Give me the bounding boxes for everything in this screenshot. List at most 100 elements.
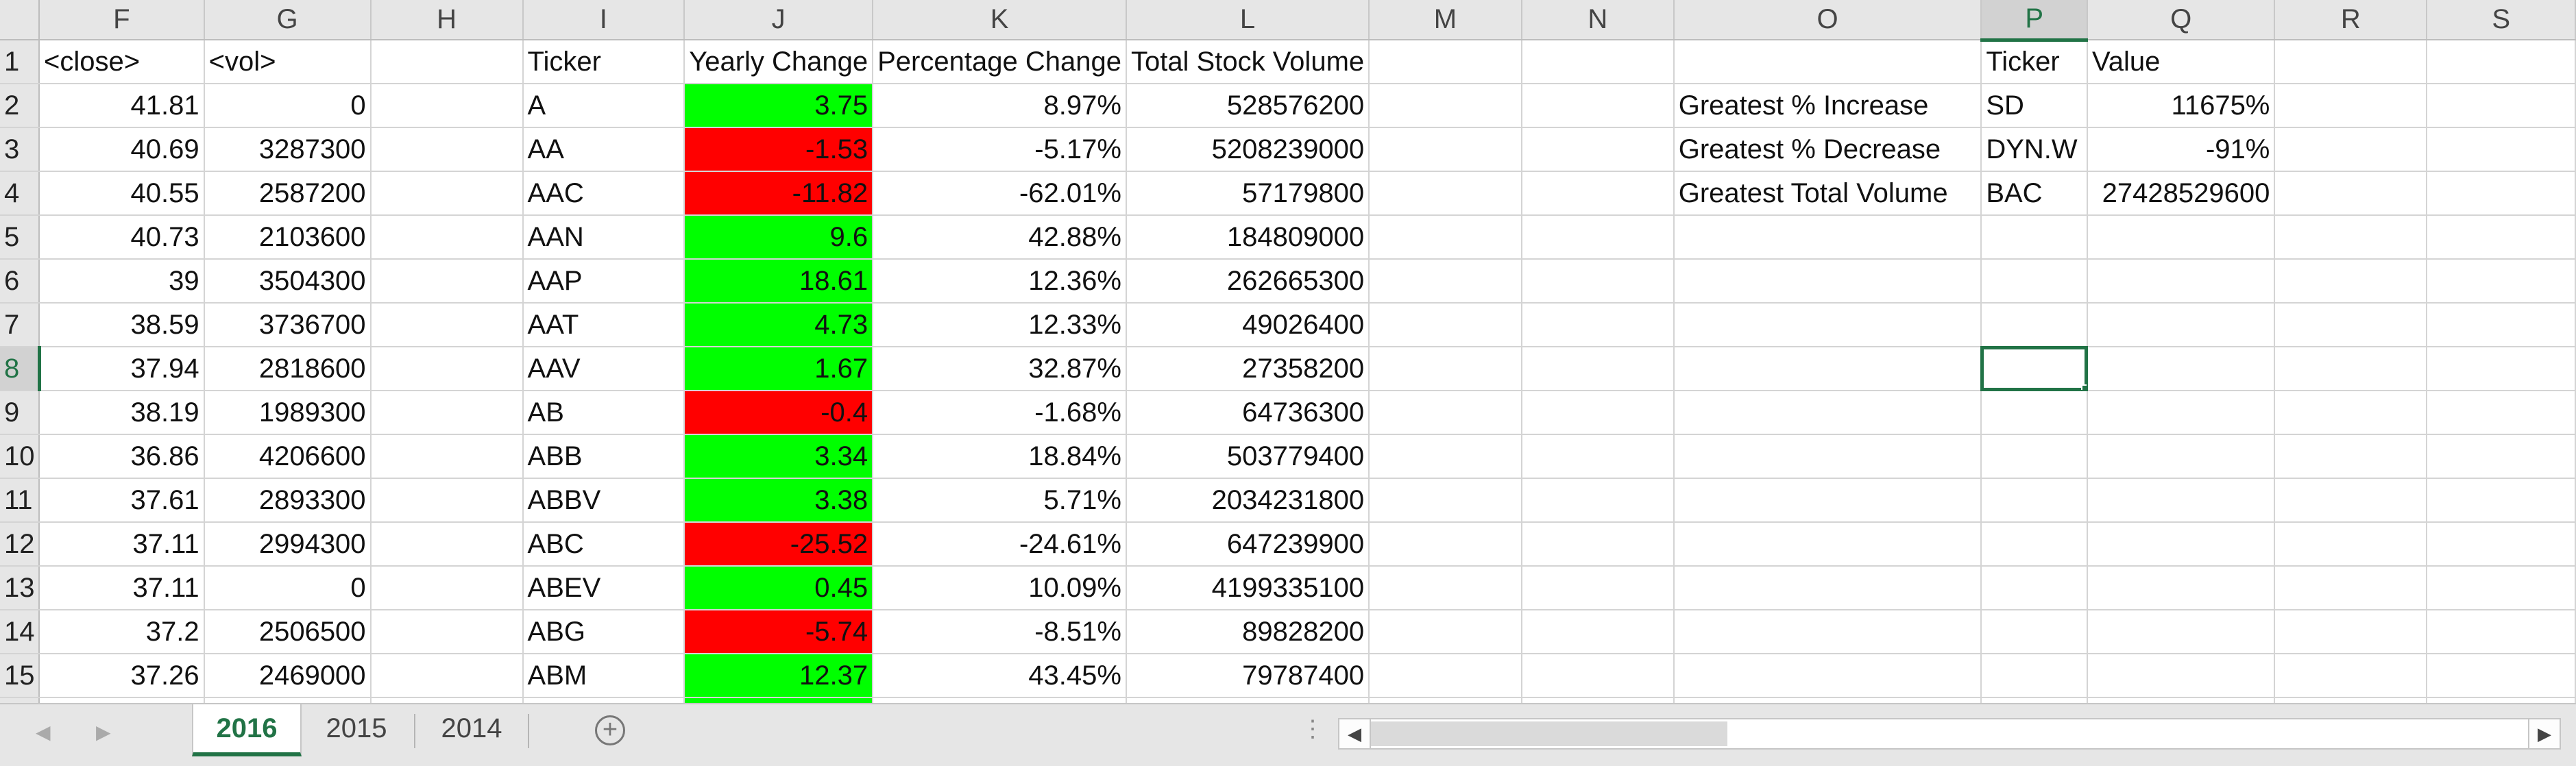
cell-p15[interactable] [1981,654,2088,698]
cell-g6[interactable]: 3504300 [204,259,372,304]
cell-l4[interactable]: 57179800 [1126,171,1370,216]
cell-n5[interactable] [1521,215,1675,260]
cell-l2[interactable]: 528576200 [1126,84,1370,128]
cell-p5[interactable] [1981,215,2088,260]
cell-g3[interactable]: 3287300 [204,127,372,172]
cell-j9[interactable]: -0.4 [684,391,874,435]
cell-q4[interactable]: 27428529600 [2087,171,2276,216]
cell-s13[interactable] [2427,566,2576,610]
cell-r7[interactable] [2274,303,2428,347]
cell-m9[interactable] [1369,391,1522,435]
cell-h9[interactable] [370,391,524,435]
row-header[interactable]: 10 [0,434,40,479]
cell-i15[interactable]: ABM [522,654,685,698]
cell-k8[interactable]: 32.87% [873,347,1127,391]
cell-q14[interactable] [2087,610,2276,654]
sheet-tab-2015[interactable]: 2015 [326,713,387,743]
cell-r13[interactable] [2274,566,2428,610]
cell-g14[interactable]: 2506500 [204,610,372,654]
row-header[interactable]: 1 [0,40,40,84]
cell-h11[interactable] [370,478,524,523]
cell-p12[interactable] [1981,522,2088,567]
cell-l1[interactable]: Total Stock Volume [1126,40,1370,84]
cell-q2[interactable]: 11675% [2087,84,2276,128]
cell-f15[interactable]: 37.26 [39,654,205,698]
cell-m14[interactable] [1369,610,1522,654]
scrollbar-thumb[interactable] [1371,721,1727,746]
column-header-f[interactable]: F [39,0,205,40]
cell-l10[interactable]: 503779400 [1126,434,1370,479]
cell-s4[interactable] [2427,171,2576,216]
prev-sheet-arrow-icon[interactable]: ◀ [36,721,51,743]
cell-g11[interactable]: 2893300 [204,478,372,523]
row-header[interactable]: 5 [0,215,40,260]
cell-r3[interactable] [2274,127,2428,172]
column-header-h[interactable]: H [370,0,524,40]
cell-m5[interactable] [1369,215,1522,260]
cell-r2[interactable] [2274,84,2428,128]
cell-p9[interactable] [1981,391,2088,435]
cell-g5[interactable]: 2103600 [204,215,372,260]
cell-l3[interactable]: 5208239000 [1126,127,1370,172]
column-header-l[interactable]: L [1126,0,1370,40]
cell-m2[interactable] [1369,84,1522,128]
cell-i8[interactable]: AAV [522,347,685,391]
cell-l9[interactable]: 64736300 [1126,391,1370,435]
cell-o11[interactable] [1673,478,1982,523]
cell-f5[interactable]: 40.73 [39,215,205,260]
cell-j4[interactable]: -11.82 [684,171,874,216]
cell-h15[interactable] [370,654,524,698]
cell-f1[interactable]: <close> [39,40,205,84]
cell-l8[interactable]: 27358200 [1126,347,1370,391]
cell-k7[interactable]: 12.33% [873,303,1127,347]
column-header-k[interactable]: K [873,0,1127,40]
cell-i4[interactable]: AAC [522,171,685,216]
cell-k11[interactable]: 5.71% [873,478,1127,523]
cell-o5[interactable] [1673,215,1982,260]
cell-o9[interactable] [1673,391,1982,435]
cell-r15[interactable] [2274,654,2428,698]
cell-o1[interactable] [1673,40,1982,84]
cell-f10[interactable]: 36.86 [39,434,205,479]
cell-m4[interactable] [1369,171,1522,216]
cell-h6[interactable] [370,259,524,304]
cell-i5[interactable]: AAN [522,215,685,260]
cell-p3[interactable]: DYN.W [1981,127,2088,172]
cell-r10[interactable] [2274,434,2428,479]
cell-p7[interactable] [1981,303,2088,347]
cell-r11[interactable] [2274,478,2428,523]
cell-n10[interactable] [1521,434,1675,479]
cell-j7[interactable]: 4.73 [684,303,874,347]
cell-j10[interactable]: 3.34 [684,434,874,479]
cell-p11[interactable] [1981,478,2088,523]
cell-j6[interactable]: 18.61 [684,259,874,304]
cell-n13[interactable] [1521,566,1675,610]
cell-i7[interactable]: AAT [522,303,685,347]
cell-j1[interactable]: Yearly Change [684,40,874,84]
cell-l15[interactable]: 79787400 [1126,654,1370,698]
cell-q12[interactable] [2087,522,2276,567]
column-header-m[interactable]: M [1369,0,1522,40]
cell-n15[interactable] [1521,654,1675,698]
cell-o2[interactable]: Greatest % Increase [1673,84,1982,128]
cell-n8[interactable] [1521,347,1675,391]
cell-g10[interactable]: 4206600 [204,434,372,479]
cell-s10[interactable] [2427,434,2576,479]
cell-n9[interactable] [1521,391,1675,435]
cell-m12[interactable] [1369,522,1522,567]
cell-f13[interactable]: 37.11 [39,566,205,610]
cell-r5[interactable] [2274,215,2428,260]
cell-r14[interactable] [2274,610,2428,654]
cell-n3[interactable] [1521,127,1675,172]
cell-j15[interactable]: 12.37 [684,654,874,698]
cell-s11[interactable] [2427,478,2576,523]
cell-s8[interactable] [2427,347,2576,391]
cell-o14[interactable] [1673,610,1982,654]
cell-k15[interactable]: 43.45% [873,654,1127,698]
cell-l14[interactable]: 89828200 [1126,610,1370,654]
cell-m11[interactable] [1369,478,1522,523]
cell-g8[interactable]: 2818600 [204,347,372,391]
cell-n11[interactable] [1521,478,1675,523]
cell-m6[interactable] [1369,259,1522,304]
cell-m15[interactable] [1369,654,1522,698]
